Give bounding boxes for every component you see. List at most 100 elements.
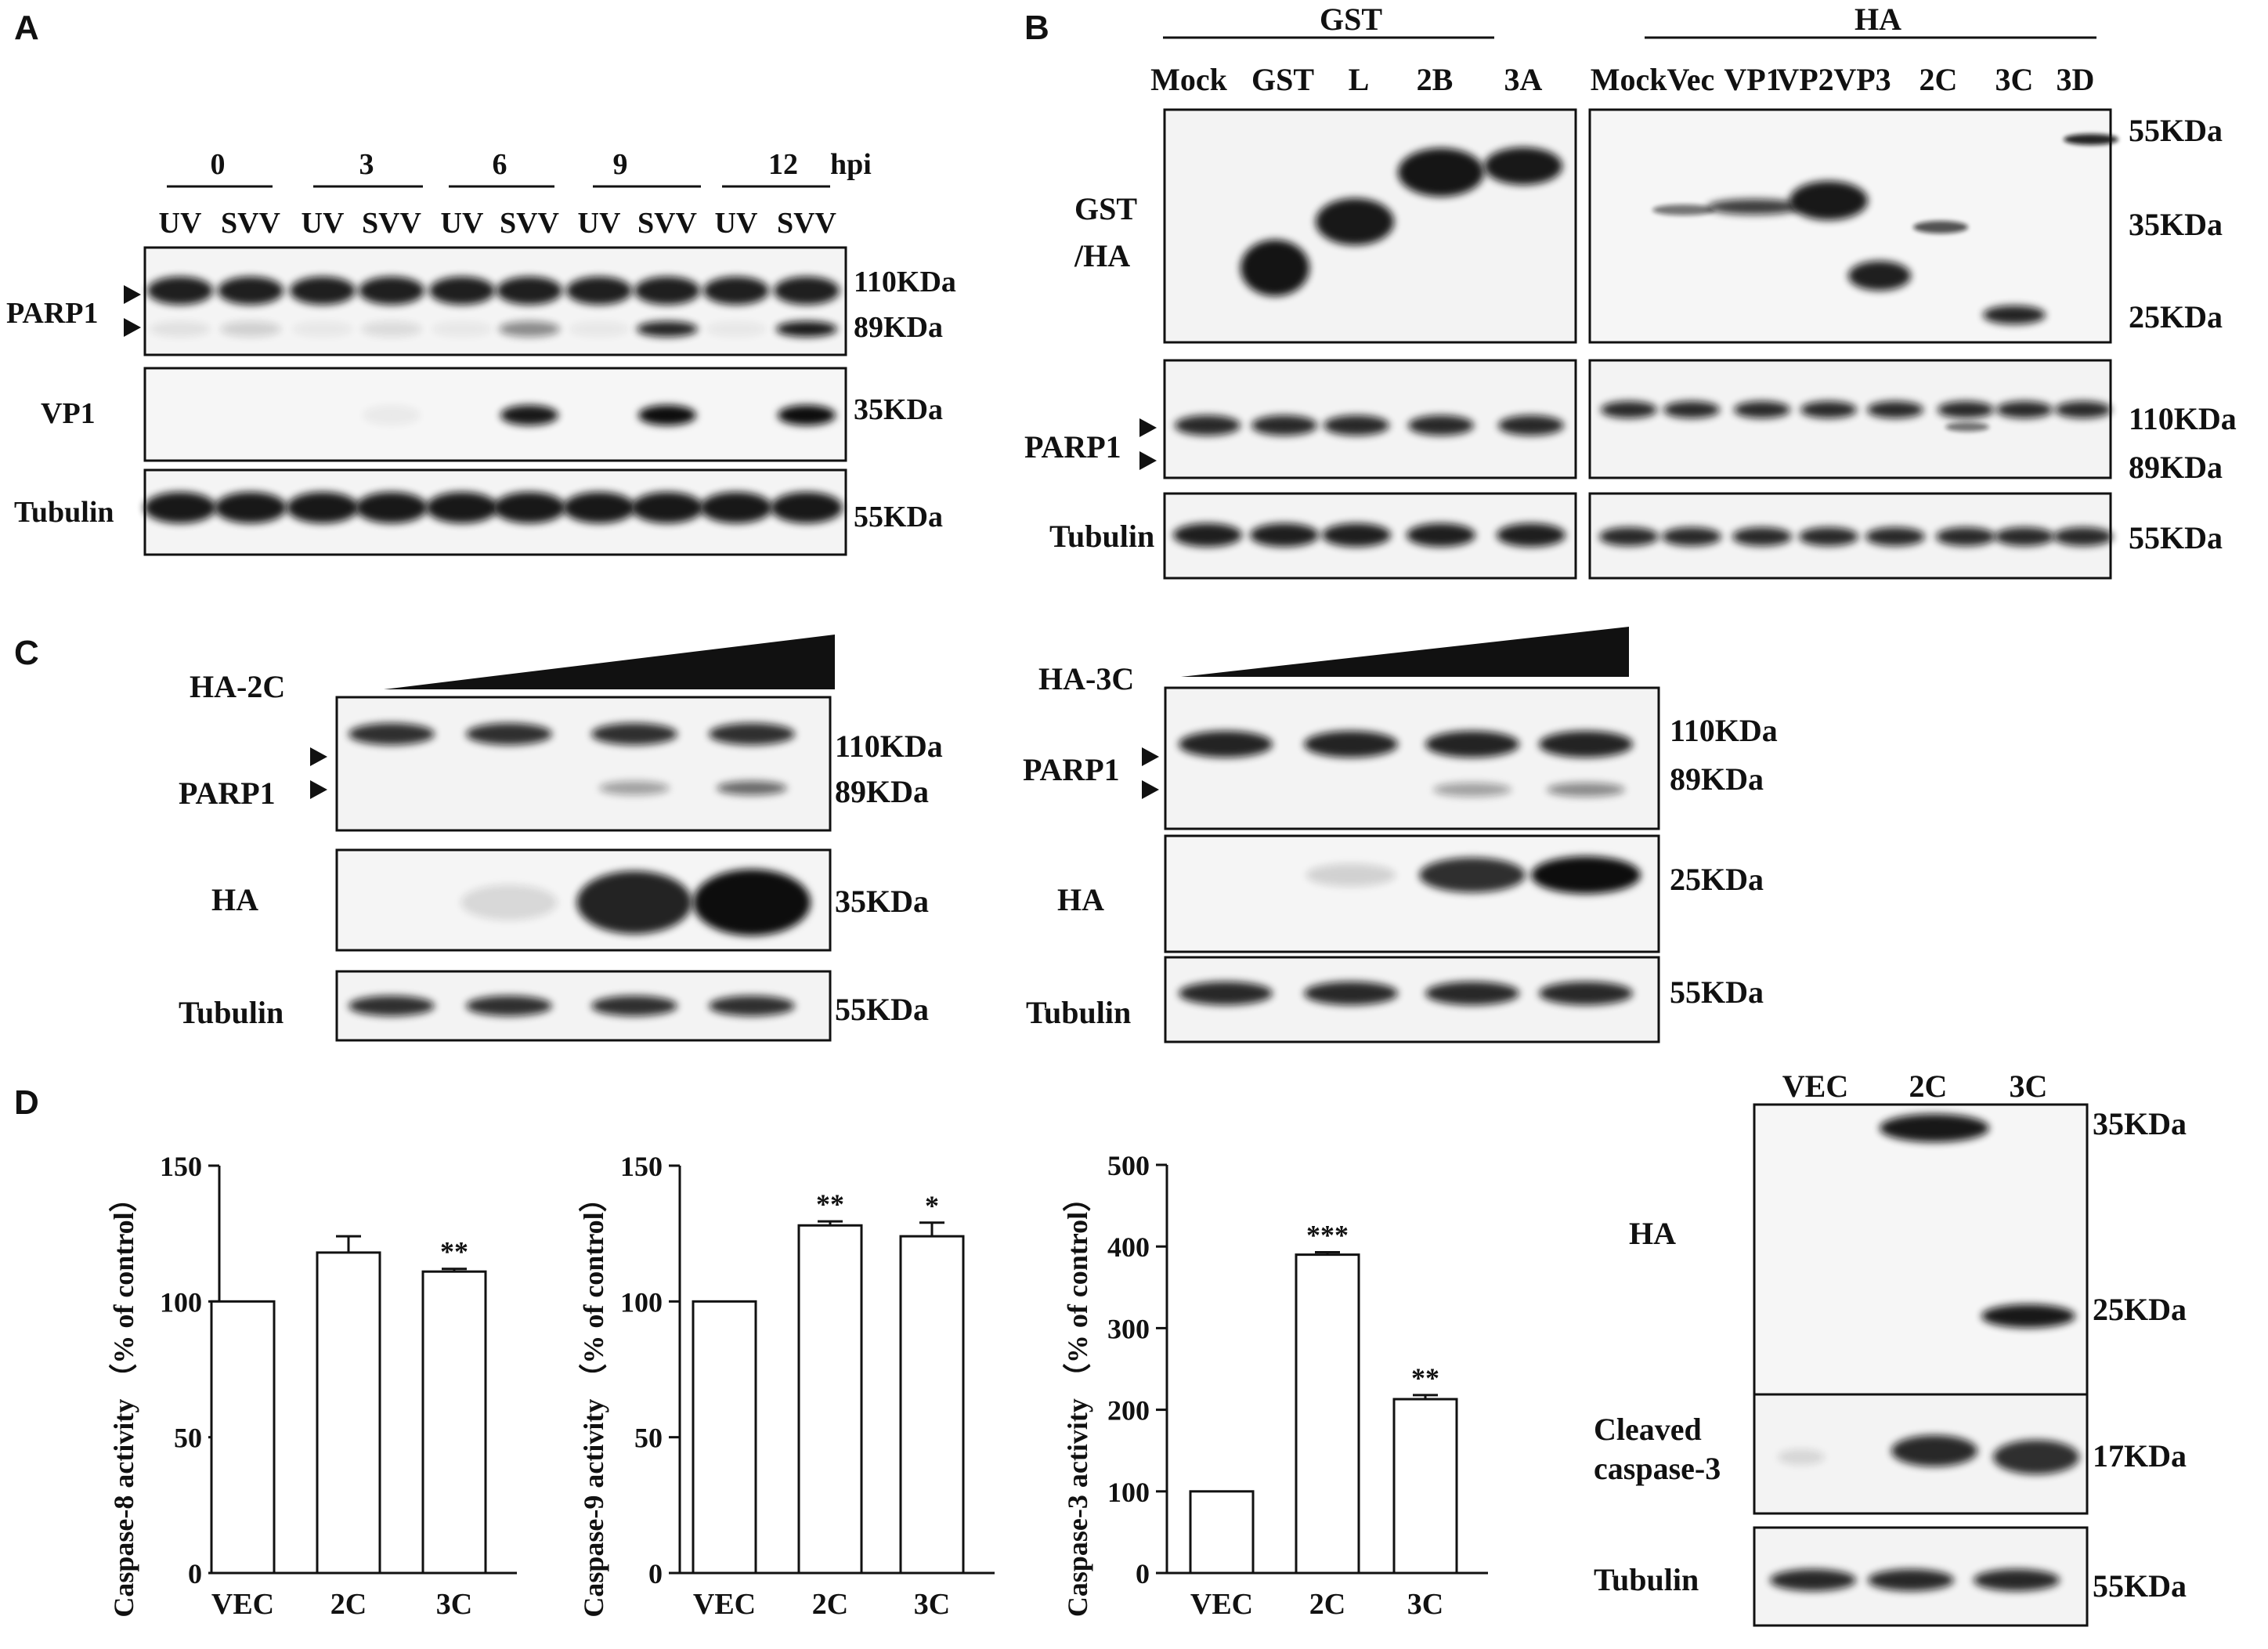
significance-marker: * bbox=[925, 1190, 939, 1221]
lane-label: GST bbox=[1251, 62, 1314, 97]
tubulin-band bbox=[1173, 523, 1242, 547]
full-length-parp1-band bbox=[1304, 731, 1398, 758]
x-tick-label: 2C bbox=[1309, 1588, 1345, 1621]
timepoint-9: 9 bbox=[613, 148, 628, 181]
tubulin-band bbox=[1304, 982, 1398, 1005]
bar bbox=[1295, 1253, 1360, 1575]
tubulin-band bbox=[1407, 523, 1475, 547]
lane-label: VEC bbox=[1782, 1069, 1848, 1104]
tubulin-band bbox=[2053, 527, 2113, 546]
tubulin-band bbox=[1974, 1569, 2060, 1591]
cleaved-parp1-band bbox=[706, 321, 767, 337]
full-length-parp1-band bbox=[290, 277, 356, 305]
ha-band bbox=[1306, 863, 1396, 887]
tubulin-band bbox=[1936, 527, 1995, 546]
full-length-parp1-band bbox=[634, 277, 700, 305]
lane-label: 2C bbox=[1909, 1069, 1948, 1104]
lane-label: 3D bbox=[2057, 62, 2095, 97]
row-label-tubulin: Tubulin bbox=[1026, 995, 1131, 1030]
vp1-band bbox=[1652, 204, 1715, 215]
lane-label: SVV bbox=[637, 207, 698, 240]
row-label-ha: /HA bbox=[1074, 238, 1130, 273]
3a-band bbox=[1484, 147, 1562, 185]
size-marker: 110KDa bbox=[854, 266, 956, 298]
tubulin-band bbox=[1865, 527, 1925, 546]
parp1-band bbox=[1175, 415, 1241, 436]
row-label-gst: GST bbox=[1074, 191, 1137, 226]
lane-label: UV bbox=[578, 207, 621, 240]
time-unit-label: hpi bbox=[830, 148, 872, 181]
dose-title: HA-2C bbox=[190, 669, 285, 704]
timepoint-6: 6 bbox=[493, 148, 507, 181]
lane-labels: VEC 2C 3C bbox=[1782, 1069, 2048, 1104]
ha-band bbox=[1531, 856, 1641, 894]
arrowhead-icon bbox=[124, 285, 141, 304]
dose-title: HA-3C bbox=[1038, 661, 1134, 696]
full-length-parp1-band bbox=[359, 277, 424, 305]
tubulin-band bbox=[493, 492, 565, 523]
y-tick-label: 150 bbox=[620, 1151, 663, 1182]
x-tick-label: 3C bbox=[1407, 1588, 1443, 1621]
x-tick-label: 3C bbox=[436, 1588, 472, 1621]
blot-bands bbox=[1770, 1114, 2079, 1591]
cleaved-parp1-band bbox=[776, 321, 837, 337]
tubulin-band bbox=[1539, 982, 1633, 1005]
y-tick-label: 100 bbox=[160, 1286, 202, 1318]
lane-label: 2C bbox=[1919, 62, 1958, 97]
bar bbox=[899, 1235, 965, 1575]
ha-band bbox=[576, 870, 692, 935]
panel-label-c: C bbox=[14, 634, 39, 672]
parp1-blot bbox=[335, 696, 832, 832]
tubulin-band bbox=[1732, 527, 1792, 546]
full-length-parp1-band bbox=[1179, 731, 1273, 758]
parp1-band bbox=[1663, 401, 1720, 418]
full-length-parp1-band bbox=[703, 277, 769, 305]
cleaved-parp1-band bbox=[1547, 783, 1625, 797]
full-length-parp1-band bbox=[349, 723, 435, 745]
tubulin-band bbox=[1250, 523, 1319, 547]
size-marker: 89KDa bbox=[854, 311, 943, 344]
lane-label: UV bbox=[715, 207, 758, 240]
arrowhead-icon bbox=[1139, 451, 1157, 470]
tubulin-band bbox=[771, 492, 843, 523]
y-tick-label: 300 bbox=[1107, 1313, 1150, 1344]
ha-band bbox=[693, 869, 811, 936]
size-marker: 55KDa bbox=[2129, 113, 2223, 148]
lane-label: Mock bbox=[1150, 62, 1228, 97]
ha-blot bbox=[1164, 834, 1660, 953]
2b-band bbox=[1398, 148, 1484, 197]
size-marker: 17KDa bbox=[2093, 1438, 2187, 1474]
lane-label: 2B bbox=[1417, 62, 1454, 97]
caspase-8-chart: 0 50 100 150 VEC 2C ** 3C Caspase-8 activity （% … bbox=[108, 1151, 517, 1621]
cleaved-parp1-band bbox=[292, 321, 353, 337]
tubulin-band bbox=[349, 996, 435, 1016]
panel-c-right: HA-3C PARP1 HA Tubulin 110KDa 89KDa 25KD… bbox=[1023, 627, 1778, 1043]
size-marker: 110KDa bbox=[835, 729, 943, 764]
x-tick-label: VEC bbox=[211, 1588, 274, 1621]
row-label-parp1: PARP1 bbox=[6, 297, 99, 330]
row-label-vp1: VP1 bbox=[41, 397, 96, 430]
gst-bands bbox=[1241, 147, 1562, 296]
x-tick-label: VEC bbox=[1190, 1588, 1253, 1621]
full-length-parp1-band bbox=[147, 277, 213, 305]
timepoint-0: 0 bbox=[211, 148, 226, 181]
lane-label: SVV bbox=[777, 207, 837, 240]
significance-marker: *** bbox=[1306, 1219, 1349, 1250]
dose-gradient-wedge bbox=[1181, 627, 1629, 677]
size-marker: 55KDa bbox=[1670, 975, 1764, 1010]
cleaved-caspase-3-band bbox=[1891, 1435, 1977, 1466]
tubulin-bands bbox=[144, 492, 843, 523]
tubulin-band bbox=[1497, 523, 1566, 547]
ha-band bbox=[1419, 857, 1526, 893]
cleaved-parp1-band bbox=[569, 321, 630, 337]
parp1-blot-right bbox=[1588, 359, 2112, 479]
tubulin-band bbox=[144, 492, 216, 523]
cleaved-parp1-band bbox=[499, 321, 560, 337]
y-tick-label: 0 bbox=[188, 1558, 202, 1589]
dose-gradient-wedge bbox=[384, 635, 835, 689]
tubulin-band bbox=[215, 492, 287, 523]
size-marker: 35KDa bbox=[2093, 1106, 2187, 1141]
ha-blot bbox=[1588, 108, 2112, 344]
lane-label: 3C bbox=[1995, 62, 2034, 97]
